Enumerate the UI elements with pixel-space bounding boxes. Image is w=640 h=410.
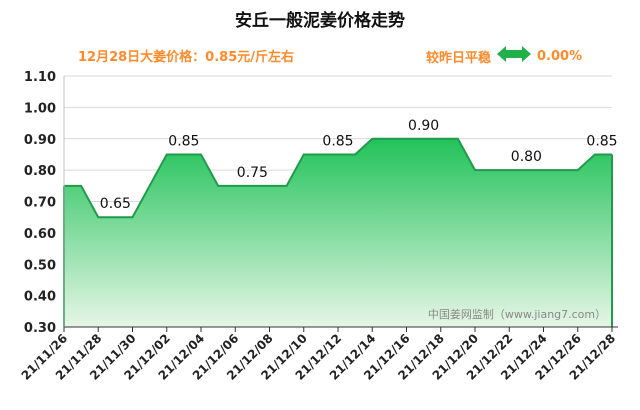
data-label: 0.80 — [511, 149, 542, 165]
chart-title: 安丘一般泥姜价格走势 — [235, 11, 405, 31]
y-tick-label: 0.50 — [24, 258, 56, 273]
y-tick-label: 0.40 — [24, 290, 56, 305]
y-tick-label: 1.00 — [24, 101, 56, 116]
daily-change: 较昨日平稳 0.00% — [426, 46, 582, 66]
axes — [63, 76, 618, 332]
data-label: 0.90 — [408, 118, 439, 134]
change-value: 0.00% — [537, 48, 583, 64]
y-tick-label: 0.90 — [24, 133, 56, 148]
y-tick-label: 0.80 — [24, 164, 56, 179]
y-tick-labels: 0.30 0.40 0.50 0.60 0.70 0.80 0.90 1.00 1.10 — [24, 70, 56, 336]
area-fill — [64, 138, 612, 327]
double-arrow-icon — [497, 46, 532, 66]
x-tick-labels: 21/11/2621/11/2821/11/3021/12/0221/12/04… — [19, 331, 619, 383]
data-label: 0.65 — [100, 196, 131, 212]
data-label: 0.75 — [237, 165, 268, 181]
data-label: 0.85 — [322, 133, 353, 149]
y-tick-label: 1.10 — [24, 70, 56, 85]
watermark: 中国姜网监制（www.jiang7.com） — [428, 307, 606, 321]
y-tick-label: 0.30 — [24, 321, 56, 336]
y-tick-label: 0.70 — [24, 196, 56, 211]
data-label: 0.85 — [168, 133, 199, 149]
price-summary: 12月28日大姜价格：0.85元/斤左右 — [78, 50, 295, 65]
change-label: 较昨日平稳 — [426, 50, 492, 66]
data-labels: 0.65 0.85 0.75 0.85 0.90 0.80 0.85 — [100, 118, 618, 212]
area-series — [63, 137, 613, 327]
data-label: 0.85 — [586, 133, 617, 149]
y-tick-label: 0.60 — [24, 227, 56, 242]
price-line — [64, 137, 612, 219]
